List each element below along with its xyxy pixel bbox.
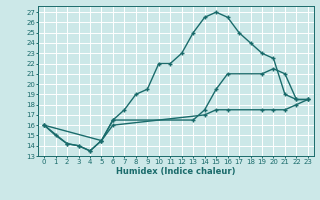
X-axis label: Humidex (Indice chaleur): Humidex (Indice chaleur): [116, 167, 236, 176]
